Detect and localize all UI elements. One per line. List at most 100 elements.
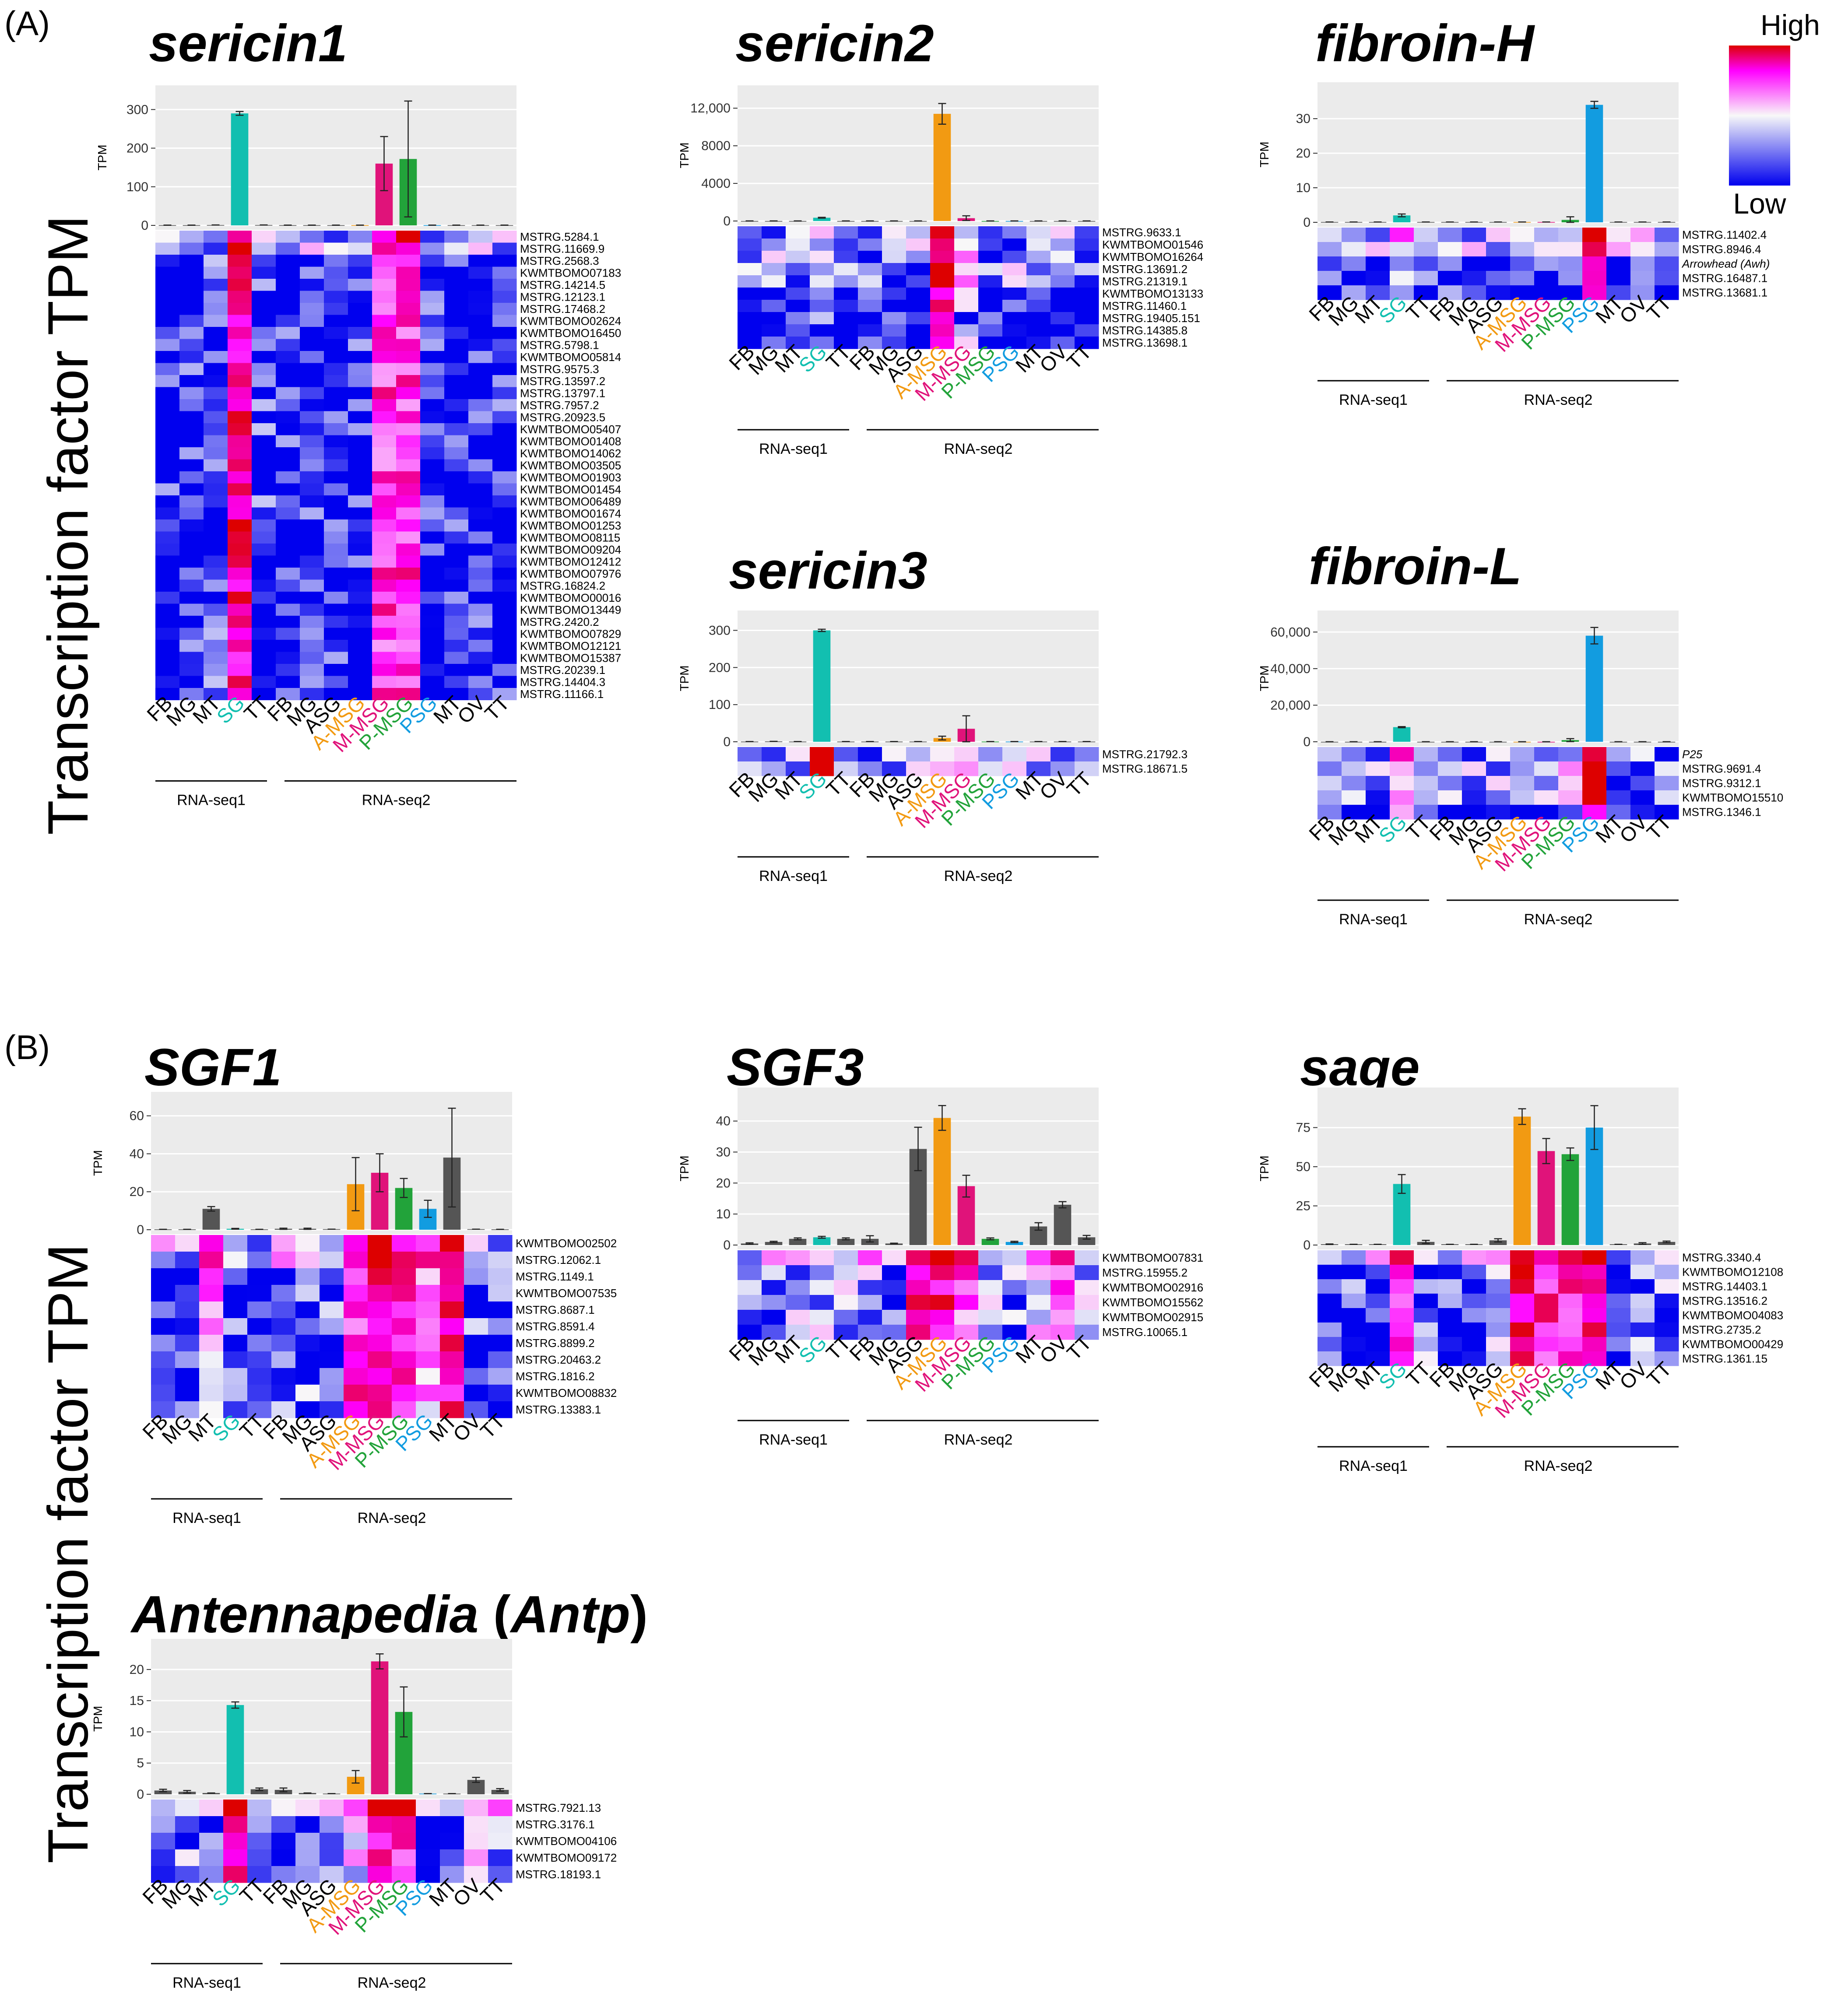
heatmap-cell — [1630, 1351, 1655, 1366]
heatmap-cell — [348, 411, 372, 424]
heatmap-cell — [416, 1368, 440, 1385]
heatmap-cell — [1655, 747, 1679, 762]
heatmap-cell — [492, 459, 517, 472]
heatmap-cell — [372, 688, 397, 700]
heatmap-cell — [276, 555, 300, 568]
group-label-rnaseq1: RNA-seq1 — [1339, 392, 1408, 408]
bar-sg — [1393, 1184, 1411, 1245]
heatmap-cell — [444, 603, 469, 616]
heatmap-cell — [252, 351, 276, 363]
heatmap-cell — [151, 1235, 176, 1252]
heatmap-cell — [1582, 1279, 1607, 1294]
heatmap-cell — [1342, 1337, 1366, 1352]
heatmap-cell — [320, 1252, 344, 1269]
heatmap-cell — [175, 1866, 200, 1883]
y-tick-label: 10 — [716, 1207, 731, 1221]
heatmap-cell — [738, 300, 762, 312]
heatmap-cell — [348, 279, 372, 291]
heatmap-cell — [199, 1351, 224, 1368]
heatmap-cell — [444, 255, 469, 267]
heatmap-cell — [179, 531, 204, 544]
heatmap-cell — [199, 1268, 224, 1285]
heatmap-cell — [1606, 242, 1631, 257]
heatmap-cell — [468, 339, 493, 351]
heatmap-cell — [464, 1800, 488, 1817]
heatmap-cell — [954, 1250, 979, 1266]
heatmap-cell — [396, 519, 421, 532]
gene-label: KWMTBOMO12108 — [1682, 1266, 1783, 1279]
heatmap-cell — [954, 251, 979, 263]
heatmap-cell — [372, 471, 397, 484]
heatmap-cell — [468, 640, 493, 652]
heatmap-cell — [372, 459, 397, 472]
heatmap-cell — [1510, 271, 1535, 286]
heatmap-cell — [344, 1849, 368, 1866]
heatmap-cell — [1462, 1279, 1486, 1294]
heatmap-cell — [1534, 228, 1559, 242]
heatmap-cell — [444, 495, 469, 508]
heatmap-cell — [1606, 256, 1631, 271]
heatmap-cell — [810, 263, 834, 276]
heatmap-cell — [834, 275, 858, 288]
heatmap-cell — [348, 423, 372, 435]
heatmap-cell — [786, 288, 810, 300]
heatmap-cell — [420, 387, 445, 400]
heatmap-cell — [175, 1800, 200, 1817]
heatmap-cell — [492, 399, 517, 411]
heatmap-cell — [1486, 790, 1511, 805]
heatmap-cell — [1630, 1337, 1655, 1352]
heatmap-cell — [1317, 1279, 1342, 1294]
heatmap-cell — [155, 579, 180, 592]
heatmap-cell — [420, 363, 445, 375]
heatmap-cell — [420, 568, 445, 580]
heatmap-cell — [468, 399, 493, 411]
heatmap-cell — [372, 628, 397, 640]
heatmap-cell — [1534, 285, 1559, 300]
heatmap-cell — [1655, 790, 1679, 805]
heatmap-cell — [1655, 285, 1679, 300]
heatmap-cell — [199, 1800, 224, 1817]
heatmap-cell — [858, 1265, 882, 1280]
gene-label: MSTRG.20923.5 — [520, 410, 605, 424]
heatmap-cell — [252, 279, 276, 291]
heatmap-cell — [1317, 1351, 1342, 1366]
heatmap-cell — [1390, 761, 1414, 776]
heatmap-cell — [228, 399, 252, 411]
heatmap-cell — [1558, 228, 1583, 242]
heatmap-cell — [468, 507, 493, 520]
group-label-rnaseq1: RNA-seq1 — [172, 1510, 241, 1526]
heatmap-cell — [1558, 776, 1583, 791]
heatmap-cell — [223, 1816, 248, 1833]
heatmap-cell — [1390, 228, 1414, 242]
bar-tt — [837, 1238, 855, 1245]
heatmap-cell — [252, 363, 276, 375]
heatmap-cell — [396, 411, 421, 424]
gene-label: MSTRG.13797.1 — [520, 386, 605, 400]
heatmap-cell — [344, 1268, 368, 1285]
heatmap-cell — [300, 652, 324, 664]
gene-label: KWMTBOMO01903 — [520, 471, 621, 484]
heatmap-cell — [1026, 1325, 1051, 1340]
heatmap-cell — [372, 399, 397, 411]
heatmap-cell — [204, 411, 228, 424]
legend-low-label: Low — [1733, 187, 1786, 220]
heatmap-cell — [468, 483, 493, 496]
heatmap-cell — [1002, 324, 1027, 337]
heatmap-cell — [762, 324, 786, 337]
heatmap-cell — [392, 1816, 416, 1833]
heatmap-cell — [1630, 1322, 1655, 1337]
heatmap-cell — [420, 652, 445, 664]
heatmap-cell — [1438, 1351, 1462, 1366]
heatmap-cell — [954, 1310, 979, 1325]
heatmap-cell — [348, 242, 372, 255]
heatmap-cell — [762, 761, 786, 776]
y-tick-label: 200 — [126, 141, 148, 156]
heatmap-cell — [348, 459, 372, 472]
heatmap-cell — [464, 1401, 488, 1418]
heatmap-cell — [1534, 1351, 1559, 1366]
heatmap-cell — [440, 1335, 464, 1352]
heatmap-cell — [930, 747, 955, 762]
gene-label: MSTRG.18671.5 — [1102, 762, 1187, 775]
heatmap-cell — [834, 288, 858, 300]
heatmap-cell — [396, 255, 421, 267]
